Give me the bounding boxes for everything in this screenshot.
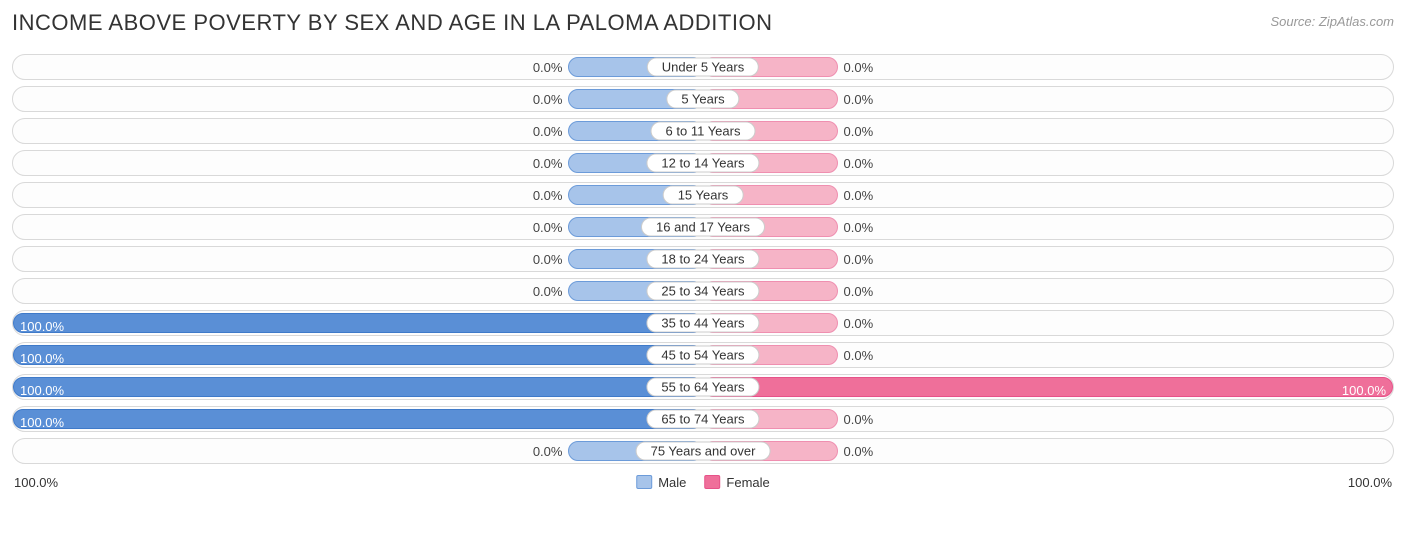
legend-label-female: Female — [726, 475, 769, 490]
category-label: 16 and 17 Years — [641, 218, 765, 237]
female-value-label: 0.0% — [844, 183, 874, 209]
male-bar: 100.0% — [13, 345, 703, 365]
female-value-label: 0.0% — [844, 311, 874, 337]
male-value-label: 0.0% — [533, 55, 563, 81]
category-label: 35 to 44 Years — [646, 314, 759, 333]
category-label: 6 to 11 Years — [651, 122, 756, 141]
chart-row: 100.0% 0.0% 45 to 54 Years — [12, 342, 1394, 368]
category-label: 5 Years — [666, 90, 739, 109]
chart-footer: 100.0% Male Female 100.0% — [12, 472, 1394, 492]
female-value-label: 0.0% — [844, 439, 874, 465]
male-value-label: 0.0% — [533, 279, 563, 305]
category-label: 65 to 74 Years — [646, 410, 759, 429]
male-value-label: 0.0% — [533, 215, 563, 241]
chart-row: 0.0% 0.0% 15 Years — [12, 182, 1394, 208]
chart-container: INCOME ABOVE POVERTY BY SEX AND AGE IN L… — [0, 0, 1406, 559]
chart-title: INCOME ABOVE POVERTY BY SEX AND AGE IN L… — [12, 10, 772, 36]
chart-row: 0.0% 0.0% Under 5 Years — [12, 54, 1394, 80]
category-label: 45 to 54 Years — [646, 346, 759, 365]
legend-swatch-female — [704, 475, 720, 489]
female-value-label: 100.0% — [1342, 378, 1386, 404]
female-value-label: 0.0% — [844, 279, 874, 305]
legend-label-male: Male — [658, 475, 686, 490]
male-bar: 100.0% — [13, 377, 703, 397]
female-value-label: 0.0% — [844, 55, 874, 81]
male-value-label: 0.0% — [533, 87, 563, 113]
male-value-label: 0.0% — [533, 119, 563, 145]
chart-row: 0.0% 0.0% 5 Years — [12, 86, 1394, 112]
chart-source: Source: ZipAtlas.com — [1270, 10, 1394, 29]
chart-header: INCOME ABOVE POVERTY BY SEX AND AGE IN L… — [12, 10, 1394, 36]
chart-row: 0.0% 0.0% 16 and 17 Years — [12, 214, 1394, 240]
female-value-label: 0.0% — [844, 151, 874, 177]
chart-row: 0.0% 0.0% 18 to 24 Years — [12, 246, 1394, 272]
legend-item-female: Female — [704, 475, 769, 490]
female-value-label: 0.0% — [844, 407, 874, 433]
chart-row: 100.0% 0.0% 65 to 74 Years — [12, 406, 1394, 432]
chart-row: 0.0% 0.0% 75 Years and over — [12, 438, 1394, 464]
category-label: 55 to 64 Years — [646, 378, 759, 397]
male-value-label: 0.0% — [533, 183, 563, 209]
legend-item-male: Male — [636, 475, 686, 490]
female-bar: 100.0% — [703, 377, 1393, 397]
female-value-label: 0.0% — [844, 119, 874, 145]
male-value-label: 100.0% — [20, 346, 64, 372]
male-value-label: 0.0% — [533, 439, 563, 465]
chart-legend: Male Female — [636, 475, 770, 490]
female-value-label: 0.0% — [844, 247, 874, 273]
axis-left-label: 100.0% — [14, 475, 58, 490]
male-value-label: 100.0% — [20, 378, 64, 404]
female-value-label: 0.0% — [844, 215, 874, 241]
axis-right-label: 100.0% — [1348, 475, 1392, 490]
male-value-label: 0.0% — [533, 247, 563, 273]
chart-row: 100.0% 0.0% 35 to 44 Years — [12, 310, 1394, 336]
male-value-label: 100.0% — [20, 314, 64, 340]
chart-row: 0.0% 0.0% 6 to 11 Years — [12, 118, 1394, 144]
category-label: Under 5 Years — [647, 58, 759, 77]
category-label: 25 to 34 Years — [646, 282, 759, 301]
legend-swatch-male — [636, 475, 652, 489]
chart-rows: 0.0%0.0%Under 5 Years0.0%0.0%5 Years0.0%… — [12, 54, 1394, 464]
male-bar: 100.0% — [13, 313, 703, 333]
category-label: 18 to 24 Years — [646, 250, 759, 269]
chart-row: 0.0% 0.0% 12 to 14 Years — [12, 150, 1394, 176]
male-value-label: 100.0% — [20, 410, 64, 436]
chart-row: 0.0% 0.0% 25 to 34 Years — [12, 278, 1394, 304]
male-bar: 100.0% — [13, 409, 703, 429]
female-value-label: 0.0% — [844, 343, 874, 369]
category-label: 15 Years — [663, 186, 744, 205]
category-label: 75 Years and over — [636, 442, 771, 461]
chart-row: 100.0%100.0%55 to 64 Years — [12, 374, 1394, 400]
male-value-label: 0.0% — [533, 151, 563, 177]
category-label: 12 to 14 Years — [646, 154, 759, 173]
female-value-label: 0.0% — [844, 87, 874, 113]
